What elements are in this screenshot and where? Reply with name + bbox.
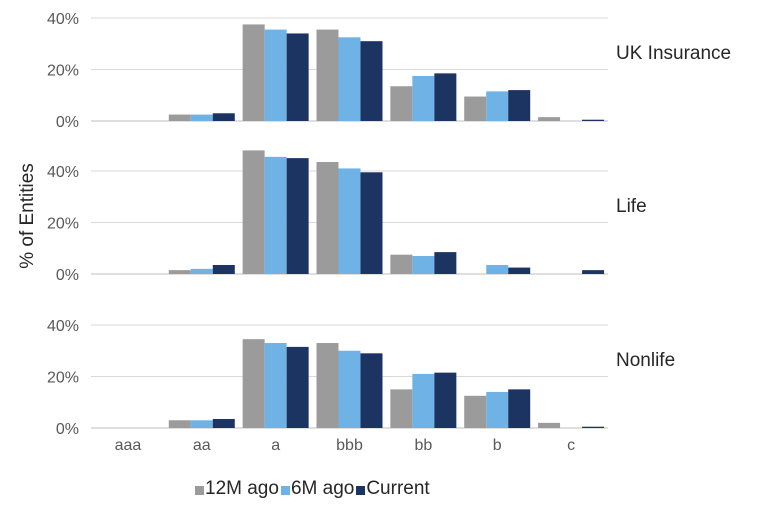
bar-current (360, 172, 383, 274)
legend-label: Current (366, 478, 430, 499)
y-tick-label: 20% (47, 370, 79, 387)
bar-current (212, 264, 235, 274)
bar-current (434, 252, 457, 274)
panel-label: Life (616, 196, 647, 217)
bar-12m-ago (168, 114, 191, 121)
legend-item: 6M ago (280, 478, 355, 500)
panel-label: UK Insurance (616, 43, 731, 64)
bar-current (508, 90, 531, 121)
bar-current (582, 426, 605, 428)
x-tick-label: a (271, 437, 280, 454)
bar-12m-ago (464, 395, 487, 428)
bar-current (434, 73, 457, 121)
bar-6m-ago (338, 168, 361, 274)
bar-12m-ago (168, 420, 191, 428)
bar-6m-ago (264, 156, 287, 274)
bar-12m-ago (242, 24, 265, 121)
bar-12m-ago (390, 254, 413, 274)
x-tick-label: b (493, 437, 502, 454)
bar-6m-ago (338, 350, 361, 428)
bar-current (582, 270, 605, 274)
bar-12m-ago (538, 422, 561, 428)
bar-current (360, 353, 383, 428)
y-tick-label: 0% (56, 114, 79, 131)
bar-6m-ago (190, 114, 213, 121)
bar-current (582, 119, 605, 121)
bar-6m-ago (264, 29, 287, 121)
bar-12m-ago (390, 86, 413, 121)
bar-12m-ago (168, 270, 191, 274)
bar-current (434, 372, 457, 428)
bar-6m-ago (486, 264, 509, 274)
y-tick-label: 40% (47, 11, 79, 28)
legend-swatch (195, 486, 204, 495)
bar-current (508, 267, 531, 274)
bar-current (286, 158, 309, 274)
legend-item: 12M ago (195, 478, 279, 500)
y-tick-label: 0% (56, 421, 79, 438)
y-tick-label: 40% (47, 164, 79, 181)
legend-label: 6M ago (290, 478, 355, 499)
bar-12m-ago (242, 339, 265, 428)
legend-item: Current (356, 478, 430, 500)
bar-current (360, 41, 383, 121)
y-axis-label: % of Entities (17, 163, 38, 269)
legend: 12M ago 6M ago Current (195, 478, 430, 500)
y-tick-label: 40% (47, 318, 79, 335)
bar-12m-ago (242, 150, 265, 274)
y-tick-label: 20% (47, 216, 79, 233)
bar-12m-ago (390, 389, 413, 428)
bar-12m-ago (538, 117, 561, 121)
legend-swatch (280, 486, 290, 495)
bar-current (286, 33, 309, 122)
x-tick-label: aa (193, 437, 211, 454)
bar-12m-ago (316, 343, 339, 428)
legend-label: 12M ago (205, 478, 279, 499)
panel-label: Nonlife (616, 350, 675, 371)
bar-6m-ago (190, 420, 213, 428)
legend-swatch (356, 486, 366, 495)
chart: % of Entities 0% 20% 40% UK Insurance 0% 20% 4… (17, 11, 731, 454)
x-tick-label: aaa (115, 437, 142, 454)
bar-current (508, 389, 531, 428)
x-tick-label: c (567, 437, 575, 454)
y-tick-label: 0% (56, 267, 79, 284)
y-tick-label: 20% (47, 63, 79, 80)
bar-6m-ago (486, 391, 509, 428)
bar-12m-ago (316, 29, 339, 121)
bar-6m-ago (486, 91, 509, 121)
bar-6m-ago (412, 373, 435, 428)
x-tick-label: bb (414, 437, 432, 454)
bar-6m-ago (190, 268, 213, 274)
bar-6m-ago (264, 343, 287, 428)
bar-current (286, 346, 309, 428)
bar-6m-ago (338, 37, 361, 121)
bar-6m-ago (412, 255, 435, 274)
bar-current (212, 113, 235, 121)
bar-12m-ago (316, 161, 339, 274)
bar-12m-ago (464, 96, 487, 121)
bar-current (212, 418, 235, 428)
bar-6m-ago (412, 75, 435, 121)
x-tick-label: bbb (336, 437, 363, 454)
